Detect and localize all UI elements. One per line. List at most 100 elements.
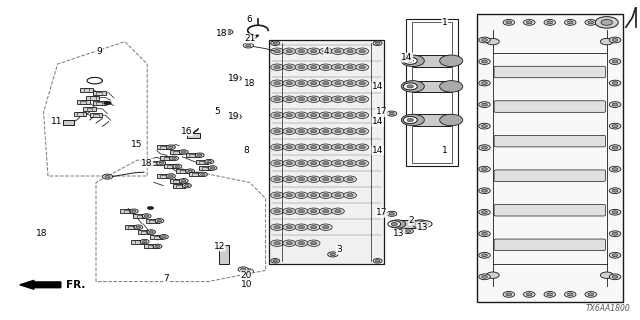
Circle shape	[344, 160, 356, 166]
Circle shape	[356, 80, 369, 86]
Circle shape	[169, 175, 173, 177]
Circle shape	[609, 231, 621, 236]
Circle shape	[153, 244, 162, 249]
Circle shape	[335, 146, 341, 149]
Circle shape	[419, 221, 432, 227]
Circle shape	[609, 123, 621, 129]
Polygon shape	[413, 55, 451, 67]
Circle shape	[482, 232, 488, 235]
Circle shape	[143, 241, 147, 243]
Circle shape	[612, 103, 618, 106]
Circle shape	[207, 160, 211, 163]
Circle shape	[286, 50, 292, 53]
Circle shape	[486, 38, 499, 45]
FancyBboxPatch shape	[494, 101, 605, 112]
Text: 9: 9	[97, 47, 102, 56]
FancyBboxPatch shape	[170, 179, 182, 183]
Circle shape	[323, 130, 329, 133]
Circle shape	[286, 210, 292, 213]
FancyBboxPatch shape	[77, 100, 90, 104]
Circle shape	[286, 242, 292, 245]
Circle shape	[173, 164, 182, 169]
Circle shape	[344, 128, 356, 134]
Circle shape	[344, 176, 356, 182]
Circle shape	[335, 50, 341, 53]
Circle shape	[612, 211, 618, 214]
Circle shape	[479, 80, 490, 86]
Circle shape	[271, 96, 284, 102]
Text: 1: 1	[442, 18, 447, 27]
Circle shape	[298, 178, 305, 181]
Circle shape	[332, 48, 344, 54]
Text: 19: 19	[228, 74, 239, 83]
Circle shape	[298, 66, 305, 69]
Circle shape	[479, 37, 490, 43]
Circle shape	[347, 50, 353, 53]
Circle shape	[307, 80, 320, 86]
Circle shape	[310, 98, 317, 101]
FancyBboxPatch shape	[125, 225, 138, 229]
Circle shape	[347, 146, 353, 149]
Circle shape	[307, 128, 320, 134]
Circle shape	[307, 176, 320, 182]
FancyBboxPatch shape	[477, 14, 623, 302]
FancyBboxPatch shape	[90, 113, 102, 117]
Circle shape	[323, 178, 329, 181]
Circle shape	[274, 162, 280, 165]
Circle shape	[274, 242, 280, 245]
Circle shape	[295, 96, 308, 102]
Circle shape	[335, 210, 341, 213]
Circle shape	[323, 82, 329, 85]
Circle shape	[524, 20, 535, 25]
Circle shape	[332, 176, 344, 182]
Circle shape	[310, 178, 317, 181]
Circle shape	[307, 48, 320, 54]
Circle shape	[503, 292, 515, 297]
Text: 4: 4	[324, 47, 329, 56]
Circle shape	[323, 98, 329, 101]
Circle shape	[486, 272, 499, 278]
Circle shape	[286, 162, 292, 165]
Circle shape	[286, 82, 292, 85]
Circle shape	[335, 66, 341, 69]
FancyBboxPatch shape	[177, 169, 188, 173]
Circle shape	[506, 293, 512, 296]
Circle shape	[307, 160, 320, 166]
Circle shape	[298, 50, 305, 53]
FancyBboxPatch shape	[198, 166, 211, 170]
Circle shape	[359, 162, 365, 165]
FancyBboxPatch shape	[170, 150, 182, 154]
Circle shape	[102, 174, 113, 179]
Circle shape	[612, 60, 618, 63]
Circle shape	[310, 162, 317, 165]
FancyBboxPatch shape	[93, 101, 106, 105]
Circle shape	[274, 82, 280, 85]
Circle shape	[347, 82, 353, 85]
Circle shape	[159, 162, 164, 164]
Circle shape	[319, 176, 332, 182]
Circle shape	[547, 293, 553, 296]
Circle shape	[609, 274, 621, 280]
FancyBboxPatch shape	[80, 87, 93, 92]
FancyBboxPatch shape	[160, 156, 173, 160]
Circle shape	[323, 162, 329, 165]
FancyBboxPatch shape	[187, 133, 200, 138]
Circle shape	[283, 128, 296, 134]
Circle shape	[524, 292, 535, 297]
Circle shape	[298, 226, 305, 229]
Circle shape	[274, 146, 280, 149]
Circle shape	[332, 112, 344, 118]
Circle shape	[482, 254, 488, 257]
Circle shape	[403, 228, 413, 234]
FancyBboxPatch shape	[494, 239, 605, 251]
Circle shape	[359, 82, 365, 85]
Circle shape	[274, 98, 280, 101]
FancyBboxPatch shape	[147, 161, 160, 165]
Circle shape	[588, 293, 593, 296]
Text: 21: 21	[244, 34, 255, 43]
Text: 7: 7	[164, 274, 169, 283]
Circle shape	[440, 55, 463, 67]
Circle shape	[179, 150, 188, 154]
Circle shape	[157, 220, 162, 222]
Circle shape	[403, 57, 417, 64]
